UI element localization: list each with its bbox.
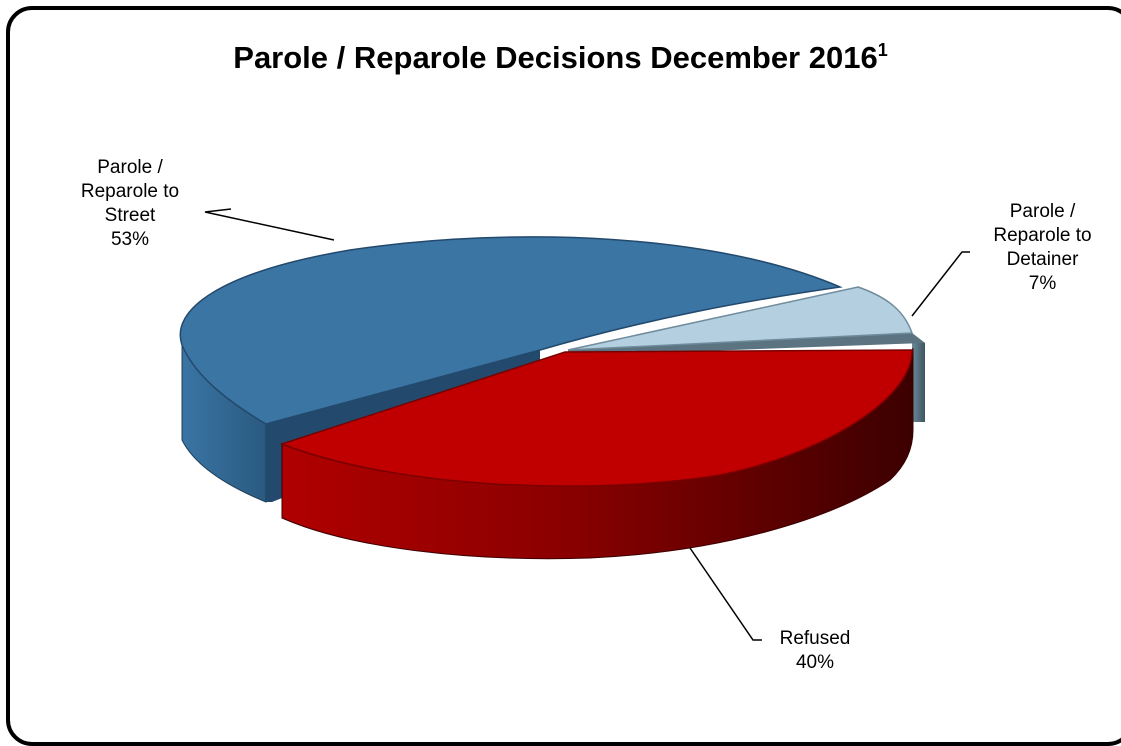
leader-line-street: [204, 208, 335, 241]
label-street: Parole / Reparole to Street 53%: [80, 157, 180, 250]
leader-line-refused: [689, 547, 762, 641]
chart-title: Parole / Reparole Decisions December 201…: [233, 40, 888, 75]
pie-slice-refused: [279, 347, 914, 560]
label-refused: Refused 40%: [779, 628, 851, 673]
pie-slice-detainer: [567, 286, 925, 422]
label-detainer: Parole / Reparole to Detainer 7%: [993, 201, 1092, 294]
leader-line-detainer: [911, 251, 970, 317]
